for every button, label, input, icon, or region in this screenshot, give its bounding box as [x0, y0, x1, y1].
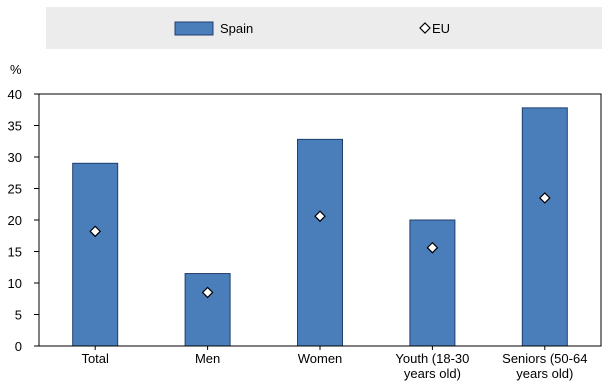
bar-spain [297, 138, 343, 347]
bar-spain [184, 273, 231, 347]
legend-swatch-spain [174, 21, 214, 36]
marker-eu [89, 225, 102, 238]
x-tick-label: Youth (18-30 [395, 351, 469, 366]
bars [72, 107, 568, 350]
marker-eu [538, 192, 551, 204]
marker-eu [314, 210, 326, 223]
legend-label-eu: EU [432, 21, 450, 36]
y-unit-label: % [10, 62, 22, 77]
x-tick-label: Women [298, 351, 343, 366]
y-tick-label: 20 [8, 213, 22, 228]
bar-spain [409, 219, 456, 347]
x-tick-label: years old) [404, 366, 461, 381]
legend-marker-eu [419, 22, 431, 34]
bar-spain [72, 162, 119, 347]
marker-eu [426, 241, 439, 254]
legend-band [46, 7, 602, 49]
x-tick-label: Seniors (50-64 [502, 351, 587, 366]
y-axis-ticks: 0 5 10 15 20 25 30 35 40 [8, 87, 39, 354]
x-tick-label: Men [195, 351, 220, 366]
y-tick-label: 15 [8, 245, 22, 260]
bar-spain [521, 107, 568, 347]
y-tick-label: 35 [8, 119, 22, 134]
y-tick-label: 25 [8, 182, 22, 197]
x-tick-label: years old) [516, 366, 573, 381]
y-tick-label: 5 [15, 308, 22, 323]
plot-frame [38, 93, 602, 347]
y-tick-label: 30 [8, 150, 22, 165]
x-tick-label: Total [81, 351, 109, 366]
marker-eu [201, 286, 214, 299]
legend: Spain EU [46, 7, 602, 49]
y-tick-label: 0 [15, 339, 22, 354]
y-tick-label: 40 [8, 87, 22, 102]
legend-label-spain: Spain [220, 21, 253, 36]
eu-markers [89, 192, 551, 299]
y-tick-label: 10 [8, 276, 22, 291]
